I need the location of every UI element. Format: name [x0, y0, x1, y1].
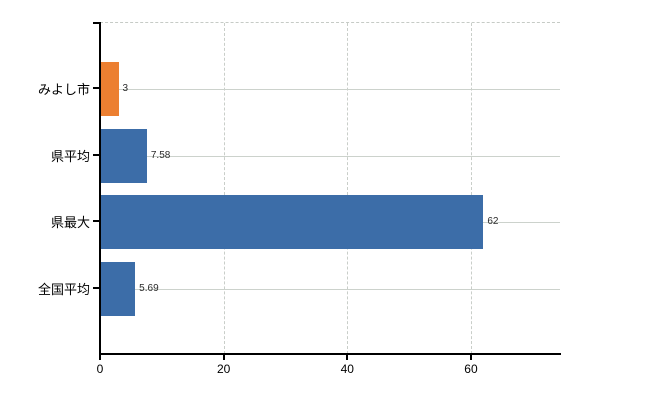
x-tickmark-40 [346, 355, 349, 360]
x-axis [99, 353, 561, 355]
gridline-h-national-average [100, 289, 560, 290]
x-tick-label-60: 60 [464, 362, 478, 376]
x-tickmark-20 [222, 355, 225, 360]
category-label-pref-average: 県平均 [50, 148, 90, 164]
y-axis [99, 22, 101, 360]
x-tick-label-0: 0 [96, 362, 104, 376]
bar-national-average [100, 262, 136, 316]
category-label-national-average: 全国平均 [37, 281, 90, 297]
bar-pref-average [100, 129, 147, 183]
gridline-v-40 [347, 23, 349, 354]
gridline-h-miyoshi [100, 89, 560, 90]
y-tick-miyoshi [93, 87, 100, 89]
gridline-v-60 [470, 23, 472, 354]
value-label-pref-max: 62 [487, 216, 499, 227]
bar-pref-max [100, 195, 484, 249]
x-tick-label-40: 40 [340, 362, 354, 376]
gridline-h-pref-average [100, 156, 560, 157]
category-label-miyoshi: みよし市 [37, 81, 90, 97]
y-tick-pref-average [93, 154, 100, 156]
gridline-v-20 [223, 23, 225, 354]
x-tickmark-60 [469, 355, 472, 360]
category-label-pref-max: 県最大 [50, 214, 90, 230]
y-tick-pref-max [93, 220, 100, 222]
x-tick-label-20: 20 [216, 362, 231, 376]
value-label-national-average: 5.69 [139, 283, 159, 294]
value-label-miyoshi: 3 [122, 83, 129, 94]
value-label-pref-average: 7.58 [150, 150, 171, 161]
bar-miyoshi [100, 62, 119, 116]
bar-row: 5.69 [100, 262, 560, 316]
bar-row: 7.58 [100, 129, 560, 183]
plot-area: 3 7.58 62 5.69 [100, 22, 560, 354]
bar-row: 62 [100, 195, 560, 249]
bar-row: 3 [100, 62, 560, 116]
y-axis-top-tick [93, 22, 100, 24]
y-tick-national-average [93, 287, 100, 289]
